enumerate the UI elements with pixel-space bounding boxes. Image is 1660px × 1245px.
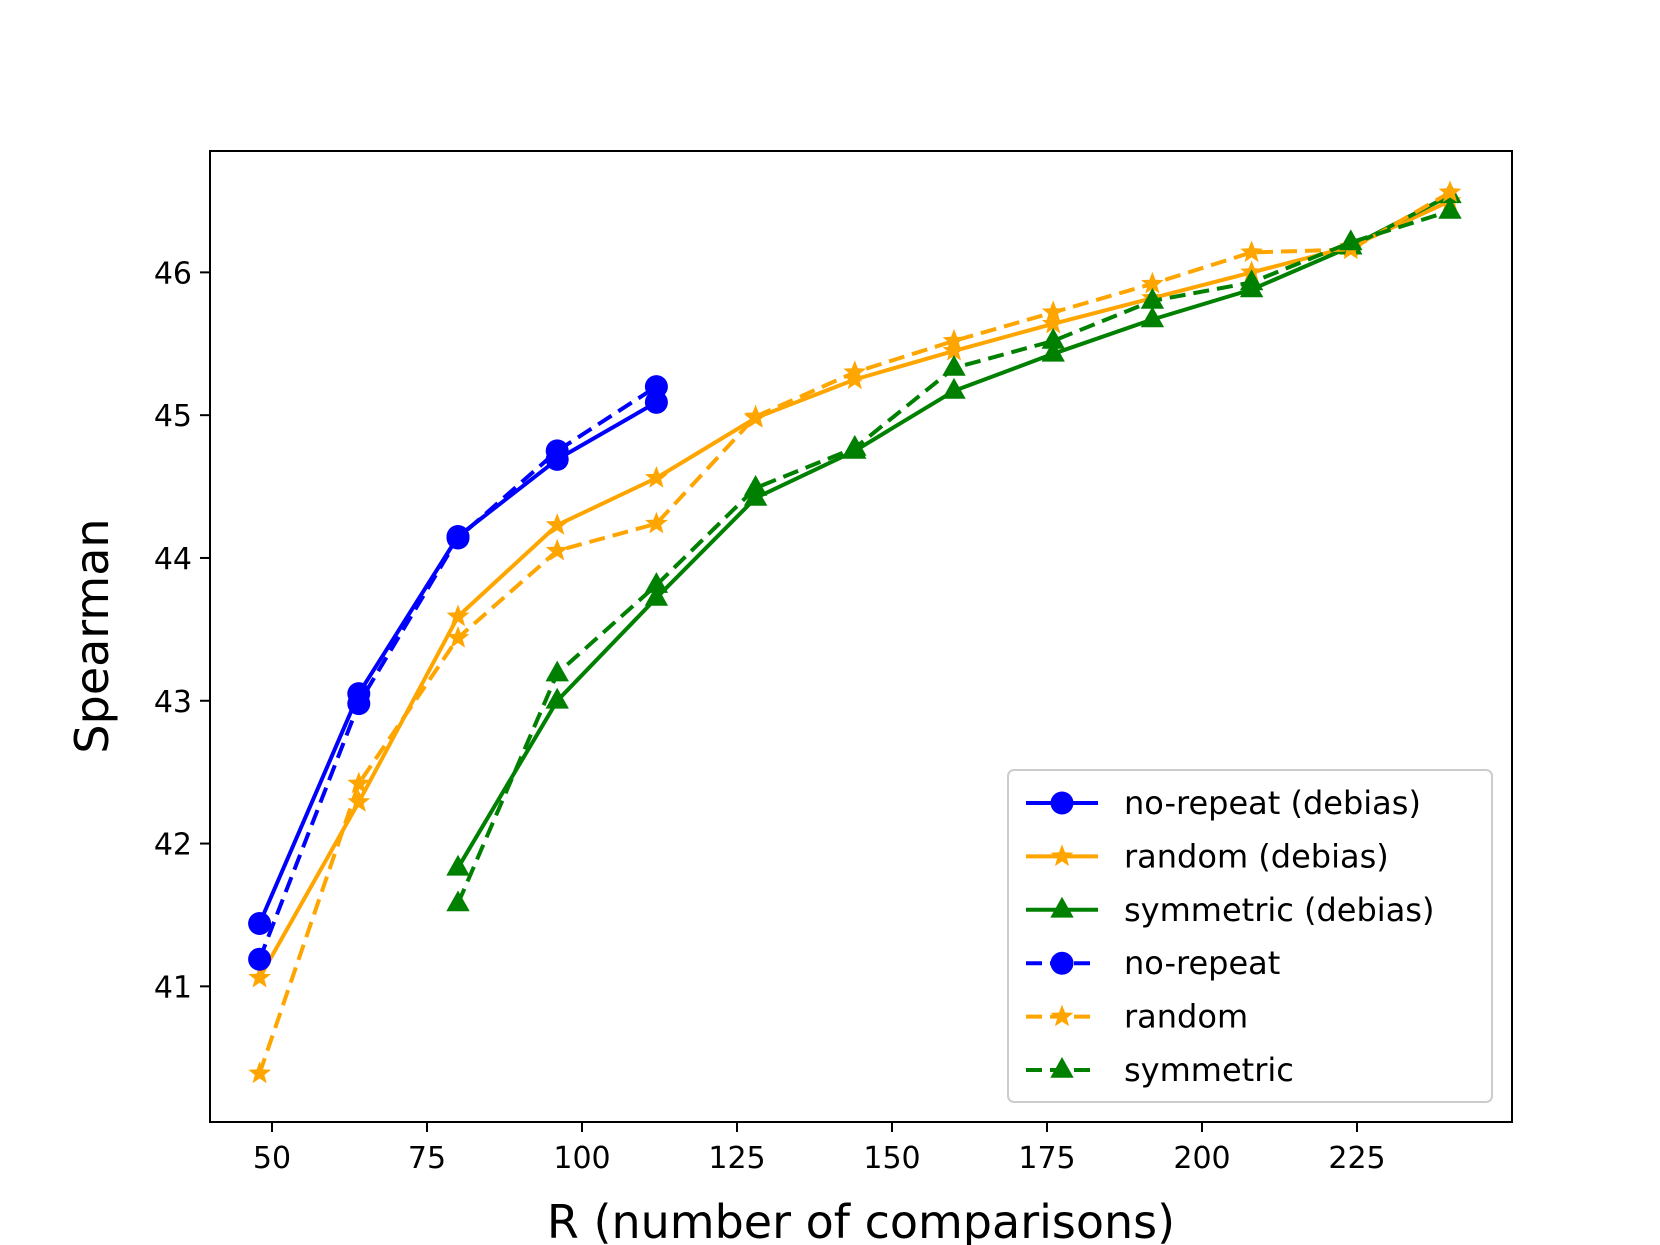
series-no-repeat — [248, 375, 668, 971]
series-no-repeat-debias — [248, 390, 668, 936]
data-point — [1041, 311, 1065, 334]
x-tick-label: 225 — [1328, 1141, 1385, 1176]
legend-marker — [1050, 1057, 1074, 1078]
y-tick-label: 45 — [154, 399, 192, 434]
data-point — [1041, 340, 1065, 362]
legend-marker — [1050, 791, 1074, 815]
y-tick-label: 41 — [154, 970, 192, 1005]
data-point — [743, 475, 768, 496]
data-point — [248, 947, 272, 971]
data-point — [545, 538, 569, 561]
data-point — [1041, 327, 1065, 349]
data-point — [248, 965, 271, 988]
legend-label: random (debias) — [1124, 837, 1389, 875]
y-tick-label: 46 — [154, 256, 192, 291]
data-point — [843, 360, 867, 382]
x-tick-label: 150 — [863, 1141, 920, 1176]
series-symmetric — [446, 198, 1462, 912]
y-tick-label: 44 — [154, 542, 192, 577]
data-point — [545, 439, 569, 463]
data-point — [446, 625, 470, 648]
legend-label: no-repeat (debias) — [1124, 784, 1421, 822]
data-point — [942, 328, 966, 351]
x-axis: 50 75 100 125 150 175 200 225 — [253, 1122, 1386, 1176]
data-point — [644, 375, 668, 399]
legend-marker — [1050, 844, 1074, 867]
y-axis: 41 42 43 44 45 46 — [154, 256, 210, 1005]
data-point — [248, 912, 272, 936]
legend-marker — [1050, 896, 1074, 918]
legend-marker — [1050, 951, 1074, 975]
data-point — [942, 377, 966, 399]
series-random — [248, 180, 1462, 1084]
plot-series — [248, 180, 1462, 1084]
data-point — [942, 355, 966, 376]
data-point — [644, 572, 669, 593]
data-point — [1339, 229, 1363, 251]
data-point — [1140, 287, 1165, 309]
x-tick-label: 175 — [1018, 1141, 1075, 1176]
data-point — [843, 367, 867, 390]
data-point — [248, 1061, 271, 1084]
data-point — [446, 526, 470, 550]
data-point — [545, 660, 569, 682]
data-point — [942, 338, 966, 361]
x-tick-label: 125 — [708, 1141, 765, 1176]
data-point — [545, 687, 569, 709]
legend-marker — [1050, 1004, 1074, 1027]
legend-label: symmetric — [1124, 1051, 1294, 1089]
x-tick-label: 100 — [553, 1141, 610, 1176]
x-axis-title: R (number of comparisons) — [547, 1195, 1175, 1245]
data-point — [1239, 269, 1264, 291]
y-tick-label: 42 — [154, 828, 192, 863]
data-point — [1240, 240, 1263, 263]
y-tick-label: 43 — [154, 685, 192, 720]
y-axis-title: Spearman — [65, 518, 119, 753]
data-point — [1041, 300, 1065, 323]
data-point — [545, 513, 569, 535]
data-point — [347, 790, 371, 812]
x-tick-label: 50 — [253, 1141, 291, 1176]
data-point — [347, 692, 371, 716]
data-point — [645, 511, 668, 534]
data-point — [446, 604, 470, 627]
data-point — [644, 584, 669, 606]
x-tick-label: 75 — [408, 1141, 446, 1176]
data-point — [1438, 198, 1462, 219]
data-point — [1141, 271, 1164, 294]
legend-label: symmetric (debias) — [1124, 891, 1434, 929]
data-point — [843, 435, 867, 456]
legend: no-repeat (debias) random (debias) symmetr… — [1007, 769, 1493, 1103]
data-point — [645, 466, 668, 488]
x-tick-label: 200 — [1173, 1141, 1230, 1176]
plot-frame — [209, 150, 1513, 1123]
data-point — [347, 771, 371, 794]
data-point — [744, 404, 767, 427]
legend-label: random — [1124, 998, 1248, 1036]
data-point — [1140, 306, 1165, 328]
data-point — [1438, 180, 1462, 203]
data-point — [446, 854, 470, 876]
data-point — [446, 890, 470, 912]
legend-frame — [1007, 769, 1493, 1103]
series-line — [257, 400, 658, 925]
legend-label: no-repeat — [1124, 944, 1280, 982]
series-line — [456, 193, 1451, 869]
